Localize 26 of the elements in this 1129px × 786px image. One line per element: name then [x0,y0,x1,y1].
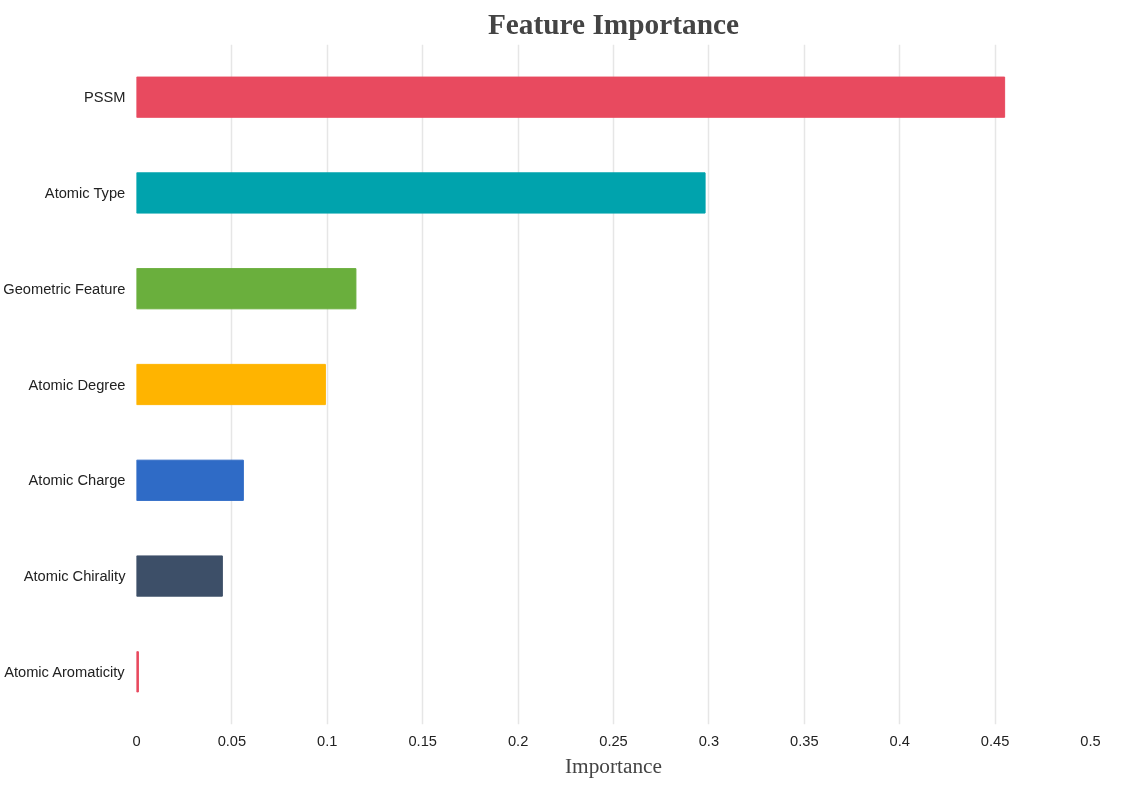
bar [136,172,706,214]
x-axis-title: Importance [564,753,663,778]
y-tick-label: Geometric Feature [3,280,126,297]
chart-title: Feature Importance [487,7,740,40]
bar [136,76,1006,118]
x-tick-label: 0.35 [790,732,819,749]
y-tick-label: Atomic Degree [28,376,126,393]
x-tick-label: 0.3 [698,732,720,749]
bar [136,363,326,406]
y-tick-label: Atomic Charge [28,472,126,489]
x-tick-label: 0.25 [599,732,628,749]
x-tick-label: 0.45 [980,732,1010,749]
x-tick-label: 0.05 [217,732,247,749]
x-tick-label: 0.2 [507,732,529,749]
y-tick-label: Atomic Aromaticity [4,663,126,680]
y-tick-label: PSSM [83,89,126,106]
bar [136,555,223,597]
bar [136,268,357,310]
x-tick-label: 0.5 [1080,732,1101,749]
x-tick-label: 0.15 [408,732,437,749]
x-tick-label: 0.1 [317,732,338,749]
x-tick-label: 0 [132,732,141,749]
y-tick-label: Atomic Type [44,184,126,201]
x-tick-label: 0.4 [889,732,910,749]
bar [136,459,244,501]
y-tick-label: Atomic Chirality [23,568,127,585]
